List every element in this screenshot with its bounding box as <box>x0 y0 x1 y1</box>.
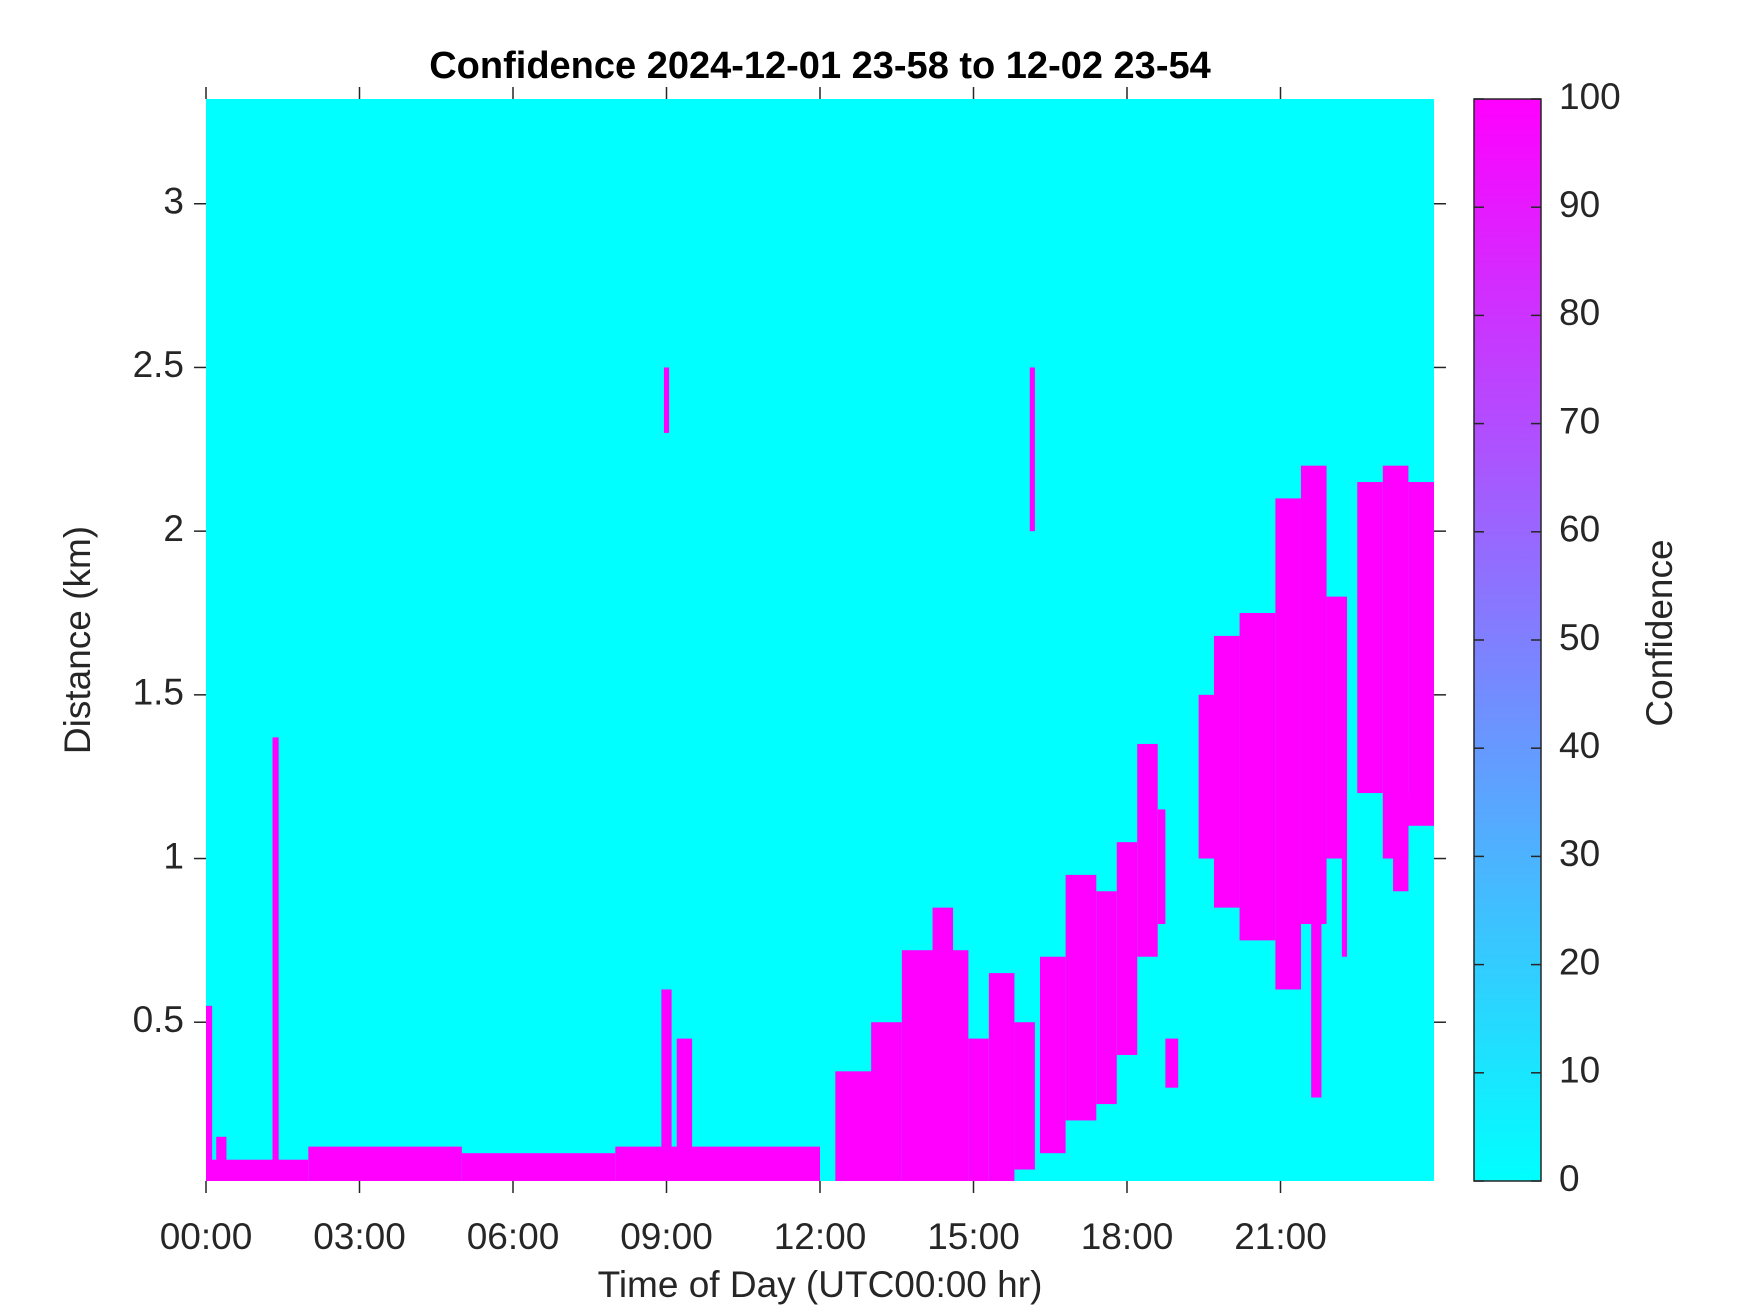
x-tick-label: 12:00 <box>774 1216 867 1257</box>
colorbar-tick-label: 0 <box>1559 1158 1580 1199</box>
heatmap-cell <box>1300 465 1327 925</box>
heatmap-cell <box>1393 793 1409 892</box>
y-tick-label: 1 <box>163 835 184 876</box>
heatmap-cell <box>1275 498 1301 990</box>
y-tick-label: 2 <box>163 508 184 549</box>
heatmap-cell <box>1165 1038 1179 1088</box>
heatmap-cell <box>1040 956 1066 1154</box>
colorbar-label: Confidence <box>1639 539 1680 726</box>
heatmap-cell <box>206 1159 309 1181</box>
x-tick-label: 09:00 <box>620 1216 713 1257</box>
heatmap-cell <box>932 907 954 990</box>
heatmap-cell <box>988 973 1015 1181</box>
heatmap-cell <box>1116 842 1138 1055</box>
heatmap-cell <box>1408 482 1434 826</box>
heatmap-cell <box>272 737 279 1181</box>
chart-title: Confidence 2024-12-01 23-58 to 12-02 23-… <box>429 45 1211 87</box>
heatmap-cell <box>216 1136 227 1181</box>
heatmap-cell <box>1239 612 1276 941</box>
colorbar <box>1473 98 1542 1182</box>
colorbar-tick-label: 30 <box>1559 833 1600 874</box>
colorbar-tick-label: 90 <box>1559 184 1600 225</box>
heatmap-cell <box>1029 367 1035 532</box>
heatmap-cell <box>663 367 670 433</box>
heatmap-cell <box>1382 465 1409 859</box>
heatmap-cell <box>1157 809 1166 925</box>
heatmap-cell <box>1213 635 1240 908</box>
heatmap-cell <box>308 1146 462 1181</box>
colorbar-tick-label: 10 <box>1559 1050 1600 1091</box>
x-tick-label: 15:00 <box>927 1216 1020 1257</box>
y-tick-label: 2.5 <box>133 344 184 385</box>
heatmap-cell <box>1341 858 1348 957</box>
colorbar-tick-label: 50 <box>1559 617 1600 658</box>
x-tick-label: 18:00 <box>1081 1216 1174 1257</box>
x-axis-label: Time of Day (UTC00:00 hr) <box>598 1264 1043 1305</box>
y-tick-label: 3 <box>163 181 184 222</box>
colorbar-tick-label: 60 <box>1559 509 1600 550</box>
heatmap-cell <box>1137 743 1158 957</box>
y-axis-label: Distance (km) <box>57 526 98 754</box>
colorbar-tick-label: 40 <box>1559 725 1600 766</box>
colorbar-tick-label: 100 <box>1559 76 1621 117</box>
heatmap-cell <box>871 1022 902 1181</box>
heatmap-cell <box>1014 1022 1035 1170</box>
heatmap-cell <box>206 1005 213 1181</box>
heatmap-cell <box>1096 891 1117 1105</box>
x-tick-label: 21:00 <box>1234 1216 1327 1257</box>
heatmap-cell <box>1326 596 1348 859</box>
colorbar-tick-label: 80 <box>1559 292 1600 333</box>
heatmap-cell <box>1357 482 1383 794</box>
colorbar-tick-label: 20 <box>1559 941 1600 982</box>
heatmap-cell <box>615 1146 820 1181</box>
x-tick-label: 03:00 <box>313 1216 406 1257</box>
heatmap-cell <box>461 1153 616 1181</box>
heatmap-cell <box>1311 924 1322 1098</box>
heatmap-cell <box>676 1038 693 1154</box>
colorbar-tick-label: 70 <box>1559 400 1600 441</box>
heatmap-cell <box>968 1038 989 1181</box>
x-tick-label: 00:00 <box>160 1216 253 1257</box>
heatmap-cell <box>661 989 672 1181</box>
y-tick-label: 0.5 <box>133 999 184 1040</box>
x-tick-label: 06:00 <box>467 1216 560 1257</box>
heatmap-cell <box>1065 874 1097 1121</box>
y-tick-label: 1.5 <box>133 672 184 713</box>
